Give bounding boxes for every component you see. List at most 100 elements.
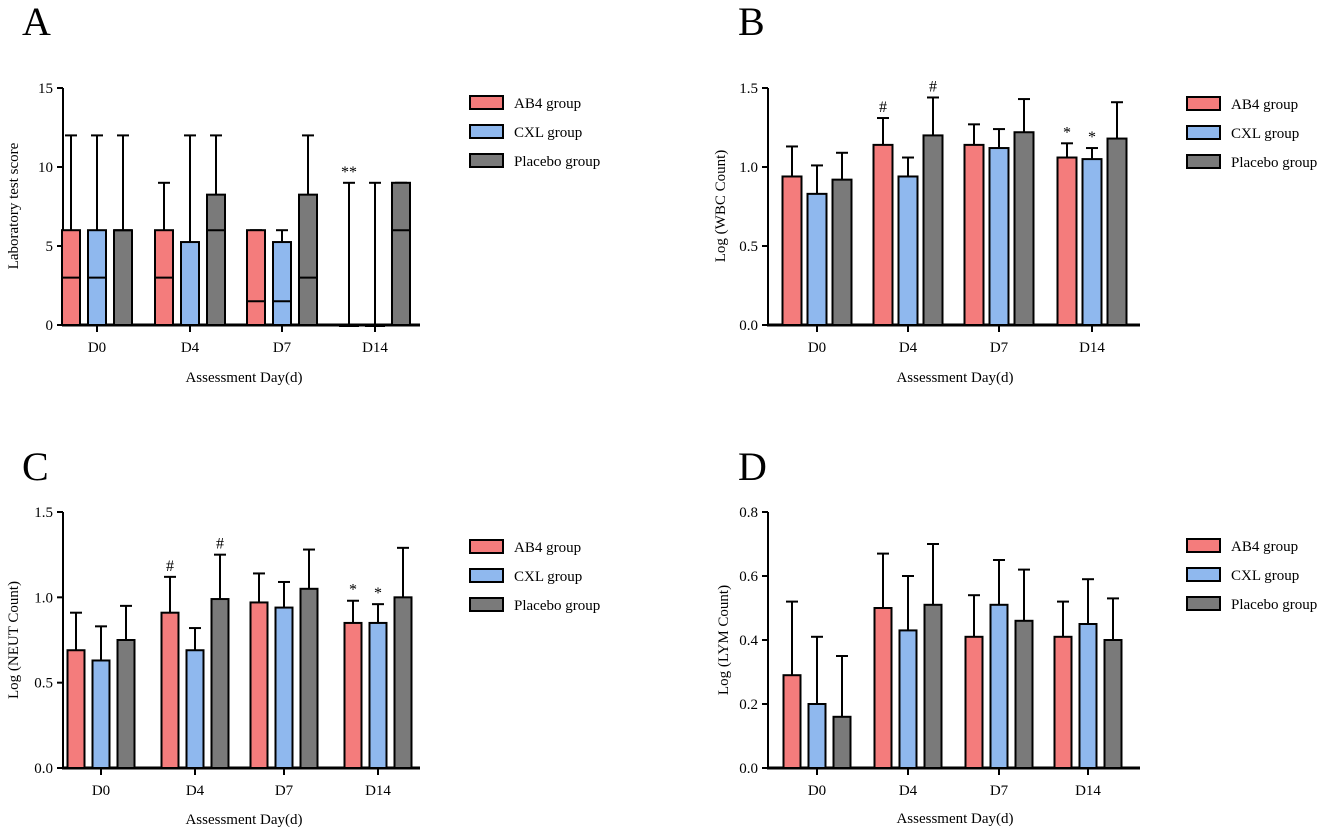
legend-label: AB4 group bbox=[514, 96, 581, 112]
legend-swatch bbox=[469, 124, 504, 139]
panel-d: D 0.0 0.2 0.4 0.6 0.8 D0 D4 D7 D14 Assessment Day(… bbox=[716, 444, 1317, 827]
x-tick-label: D0 bbox=[808, 783, 826, 799]
legend: AB4 group CXL group Placebo group bbox=[1186, 538, 1317, 613]
panel-letter: C bbox=[22, 444, 49, 489]
legend-label: Placebo group bbox=[1231, 155, 1317, 171]
legend-swatch bbox=[1186, 596, 1221, 611]
legend-swatch bbox=[469, 95, 504, 110]
bar-placebo-d7 bbox=[299, 587, 319, 769]
legend-label: AB4 group bbox=[1231, 539, 1298, 555]
box-cxl-d7 bbox=[272, 241, 292, 326]
y-tick-label: 0.4 bbox=[739, 633, 758, 649]
y-tick-label: 1.5 bbox=[34, 505, 53, 521]
bar-cxl-d14 bbox=[1081, 158, 1103, 326]
box-placebo-d14 bbox=[391, 181, 411, 326]
y-axis-label: Log (LYM Count) bbox=[716, 585, 732, 695]
bar-placebo-d0 bbox=[831, 178, 853, 326]
bar-ab4-d7 bbox=[963, 143, 985, 326]
y-tick-label: 5 bbox=[46, 239, 54, 255]
bar-cxl-d7 bbox=[274, 606, 294, 769]
panel-letter: A bbox=[22, 0, 51, 44]
legend: AB4 group CXL group Placebo group bbox=[469, 95, 600, 170]
significance-mark: # bbox=[216, 536, 224, 553]
legend-swatch bbox=[1186, 96, 1221, 111]
y-tick-label: 0.0 bbox=[739, 318, 758, 334]
y-axis-label: Laboratory test score bbox=[6, 142, 22, 269]
bar-ab4-d4 bbox=[160, 611, 180, 770]
box-ab4-d7 bbox=[246, 229, 266, 326]
x-tick-label: D4 bbox=[181, 340, 200, 356]
panel-a: A 0 5 10 15 D0 D4 D7 D14 Assessment Day(d) Laborat… bbox=[6, 0, 600, 386]
legend-swatch bbox=[469, 568, 504, 583]
x-tick-label: D14 bbox=[1075, 783, 1101, 799]
y-tick-label: 0.5 bbox=[34, 676, 53, 692]
x-tick-label: D4 bbox=[899, 340, 918, 356]
x-tick-label: D0 bbox=[808, 340, 826, 356]
bar-placebo-d7 bbox=[1014, 619, 1034, 769]
panel-b: B 0.0 0.5 1.0 1.5 D0 D4 D7 D14 Assessment Day(d) L… bbox=[713, 0, 1317, 386]
bar-ab4-d0 bbox=[782, 674, 802, 770]
significance-mark: * bbox=[349, 582, 357, 599]
y-tick-label: 0.2 bbox=[739, 697, 758, 713]
box-placebo-d7 bbox=[298, 193, 318, 326]
significance-mark: * bbox=[1088, 129, 1096, 146]
legend-label: Placebo group bbox=[514, 154, 600, 170]
legend-label: Placebo group bbox=[514, 598, 600, 614]
box-placebo-d0 bbox=[113, 229, 133, 326]
panel-c: C 0.0 0.5 1.0 1.5 D0 D4 D7 D14 Assessment Day(d) L… bbox=[6, 444, 600, 828]
x-tick-label: D14 bbox=[1079, 340, 1105, 356]
y-axis-label: Log (NEUT Count) bbox=[6, 581, 22, 699]
bar-placebo-d0 bbox=[116, 639, 136, 769]
bar-ab4-d7 bbox=[964, 635, 984, 769]
bar-ab4-d14 bbox=[1056, 156, 1078, 326]
bar-placebo-d14 bbox=[1106, 137, 1128, 326]
bar-cxl-d4 bbox=[185, 649, 205, 769]
significance-mark: # bbox=[879, 99, 887, 116]
y-tick-label: 1.0 bbox=[34, 590, 53, 606]
bar-placebo-d7 bbox=[1013, 131, 1035, 326]
x-tick-label: D7 bbox=[990, 783, 1009, 799]
y-tick-label: 1.0 bbox=[739, 160, 758, 176]
bar-cxl-d7 bbox=[989, 603, 1009, 769]
legend-label: Placebo group bbox=[1231, 597, 1317, 613]
significance-mark: # bbox=[166, 558, 174, 575]
legend-swatch bbox=[1186, 125, 1221, 140]
x-tick-label: D7 bbox=[990, 340, 1009, 356]
bar-placebo-d4 bbox=[922, 134, 944, 326]
legend-swatch bbox=[469, 153, 504, 168]
x-tick-label: D0 bbox=[92, 783, 110, 799]
y-tick-label: 0.8 bbox=[739, 505, 758, 521]
bar-ab4-d4 bbox=[872, 143, 894, 326]
significance-mark: # bbox=[929, 78, 937, 95]
bar-cxl-d14 bbox=[1078, 623, 1098, 769]
bar-ab4-d14 bbox=[1053, 635, 1073, 769]
legend: AB4 group CXL group Placebo group bbox=[1186, 96, 1317, 171]
x-tick-label: D7 bbox=[273, 340, 292, 356]
bar-ab4-d7 bbox=[249, 601, 269, 769]
legend-swatch bbox=[1186, 538, 1221, 553]
legend-label: CXL group bbox=[514, 125, 582, 141]
significance-mark: ** bbox=[341, 164, 357, 181]
legend-label: AB4 group bbox=[1231, 97, 1298, 113]
bar-ab4-d14 bbox=[343, 621, 363, 770]
legend: AB4 group CXL group Placebo group bbox=[469, 539, 600, 614]
x-axis-label: Assessment Day(d) bbox=[185, 370, 302, 386]
bar-placebo-d4 bbox=[210, 598, 230, 769]
y-tick-label: 0.5 bbox=[739, 239, 758, 255]
x-tick-label: D4 bbox=[899, 783, 918, 799]
y-tick-label: 15 bbox=[38, 81, 53, 97]
bar-placebo-d0 bbox=[832, 715, 852, 769]
bar-cxl-d4 bbox=[897, 175, 919, 326]
x-tick-label: D14 bbox=[365, 783, 391, 799]
bar-cxl-d4 bbox=[898, 629, 918, 770]
y-axis-label: Log (WBC Count) bbox=[713, 150, 729, 263]
bar-placebo-d4 bbox=[923, 603, 943, 769]
box-cxl-d4 bbox=[180, 241, 200, 326]
legend-label: CXL group bbox=[514, 569, 582, 585]
legend-label: CXL group bbox=[1231, 568, 1299, 584]
legend-swatch bbox=[1186, 154, 1221, 169]
bar-placebo-d14 bbox=[1103, 639, 1123, 769]
legend-swatch bbox=[1186, 567, 1221, 582]
bar-cxl-d7 bbox=[988, 147, 1010, 326]
